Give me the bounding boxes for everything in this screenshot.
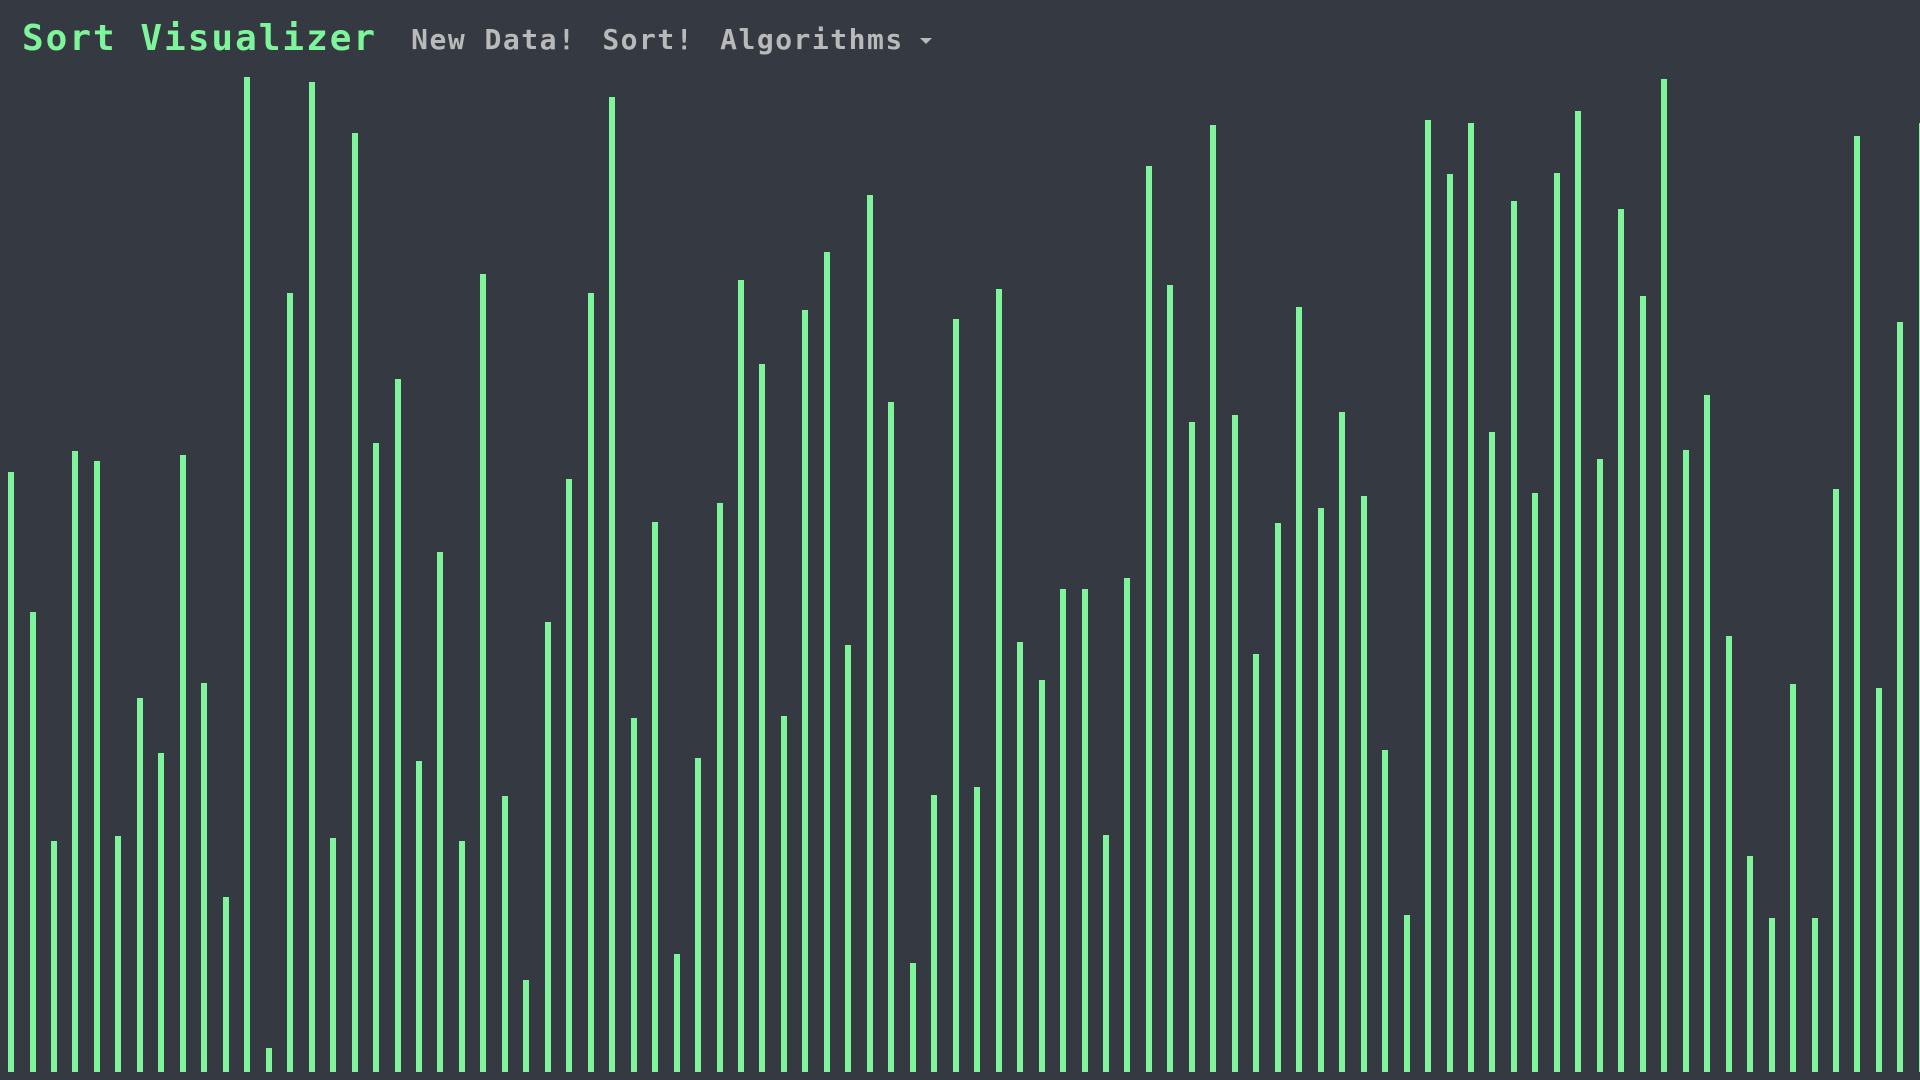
array-bar bbox=[72, 451, 79, 1072]
array-bar bbox=[351, 132, 358, 1072]
array-bar bbox=[1768, 917, 1775, 1072]
array-bar bbox=[1790, 683, 1796, 1072]
array-bar bbox=[1661, 79, 1668, 1072]
algorithms-dropdown-label[interactable]: Algorithms bbox=[720, 22, 904, 56]
array-bar bbox=[1274, 522, 1281, 1072]
array-bar bbox=[1682, 450, 1689, 1072]
array-bar bbox=[1897, 321, 1904, 1072]
array-bar bbox=[995, 288, 1002, 1072]
sort-button[interactable]: Sort! bbox=[602, 22, 695, 56]
array-bar bbox=[8, 472, 14, 1072]
array-bar bbox=[1317, 507, 1324, 1072]
array-bar bbox=[480, 274, 487, 1072]
array-bar bbox=[1210, 124, 1217, 1072]
array-bar bbox=[1103, 835, 1109, 1072]
array-bar bbox=[1575, 110, 1582, 1072]
array-bar bbox=[136, 697, 143, 1072]
array-bar bbox=[244, 77, 251, 1072]
array-bar bbox=[609, 96, 616, 1072]
new-data-button[interactable]: New Data! bbox=[411, 22, 577, 56]
array-bar bbox=[437, 551, 444, 1072]
array-bar bbox=[1747, 856, 1754, 1072]
array-bar bbox=[1145, 165, 1152, 1072]
array-bar bbox=[1468, 122, 1474, 1072]
array-bar bbox=[759, 363, 766, 1072]
array-bar bbox=[823, 252, 830, 1072]
array-bar bbox=[1553, 172, 1560, 1072]
array-bar bbox=[1704, 395, 1711, 1072]
array-bar bbox=[587, 292, 594, 1072]
array-bar bbox=[888, 402, 895, 1072]
array-bar bbox=[909, 962, 916, 1072]
array-bar bbox=[1339, 412, 1346, 1072]
array-bar bbox=[1446, 173, 1453, 1072]
array-bar bbox=[1811, 917, 1818, 1072]
array-bar bbox=[1596, 459, 1603, 1072]
array-bar bbox=[1360, 495, 1367, 1072]
array-bar bbox=[394, 378, 401, 1072]
array-bar bbox=[287, 292, 294, 1072]
array-bar bbox=[373, 443, 379, 1072]
array-bar bbox=[29, 612, 36, 1072]
array-bar bbox=[1060, 589, 1066, 1072]
array-bar bbox=[845, 645, 852, 1072]
array-bar bbox=[866, 195, 873, 1072]
array-bar bbox=[652, 521, 659, 1072]
array-bar bbox=[1854, 135, 1861, 1072]
navbar: Sort Visualizer New Data! Sort! Algorith… bbox=[0, 0, 1920, 76]
array-bar bbox=[222, 896, 229, 1072]
array-bar bbox=[630, 717, 637, 1072]
array-bar bbox=[458, 841, 465, 1072]
array-bar bbox=[1382, 749, 1389, 1072]
array-bar bbox=[1725, 636, 1732, 1072]
array-bar bbox=[1038, 680, 1045, 1072]
array-bar bbox=[265, 1048, 272, 1072]
array-bar bbox=[1017, 642, 1024, 1072]
array-bar bbox=[716, 502, 723, 1072]
array-bar bbox=[501, 796, 508, 1072]
array-bar bbox=[1532, 492, 1539, 1072]
array-bar bbox=[1832, 488, 1839, 1072]
array-bar bbox=[738, 280, 744, 1072]
array-bar bbox=[330, 838, 336, 1072]
array-bar bbox=[1425, 119, 1431, 1072]
algorithms-dropdown[interactable]: Algorithms bbox=[720, 21, 932, 56]
array-bar bbox=[1296, 306, 1303, 1072]
app-title[interactable]: Sort Visualizer bbox=[22, 17, 378, 59]
array-bar bbox=[1167, 285, 1174, 1072]
array-bar bbox=[523, 979, 530, 1072]
array-bar bbox=[93, 461, 100, 1072]
array-bar bbox=[1403, 914, 1410, 1072]
chevron-down-icon[interactable] bbox=[919, 38, 932, 44]
array-bar bbox=[802, 309, 809, 1072]
array-bar bbox=[1875, 687, 1882, 1072]
array-bar bbox=[1231, 415, 1238, 1072]
array-bar bbox=[952, 318, 959, 1072]
array-bar bbox=[1639, 295, 1646, 1072]
array-bar bbox=[415, 760, 422, 1072]
array-bar bbox=[308, 82, 315, 1072]
array-bar bbox=[931, 795, 938, 1072]
array-bar bbox=[1489, 432, 1496, 1072]
array-bar bbox=[50, 841, 57, 1072]
array-bar bbox=[566, 479, 573, 1072]
array-bar bbox=[1618, 209, 1625, 1072]
array-bar bbox=[1510, 201, 1517, 1072]
array-bar bbox=[1253, 654, 1260, 1072]
array-bar bbox=[1124, 577, 1131, 1072]
array-bar bbox=[1081, 589, 1088, 1072]
array-bar bbox=[201, 683, 208, 1072]
array-bar bbox=[158, 752, 165, 1072]
array-bar bbox=[179, 455, 186, 1072]
array-bar bbox=[673, 953, 680, 1072]
array-bar bbox=[1188, 422, 1195, 1072]
array-bar bbox=[780, 715, 787, 1072]
array-bar bbox=[695, 757, 701, 1072]
array-bar bbox=[115, 836, 122, 1072]
array-bar bbox=[974, 787, 981, 1072]
array-bar bbox=[544, 622, 551, 1072]
